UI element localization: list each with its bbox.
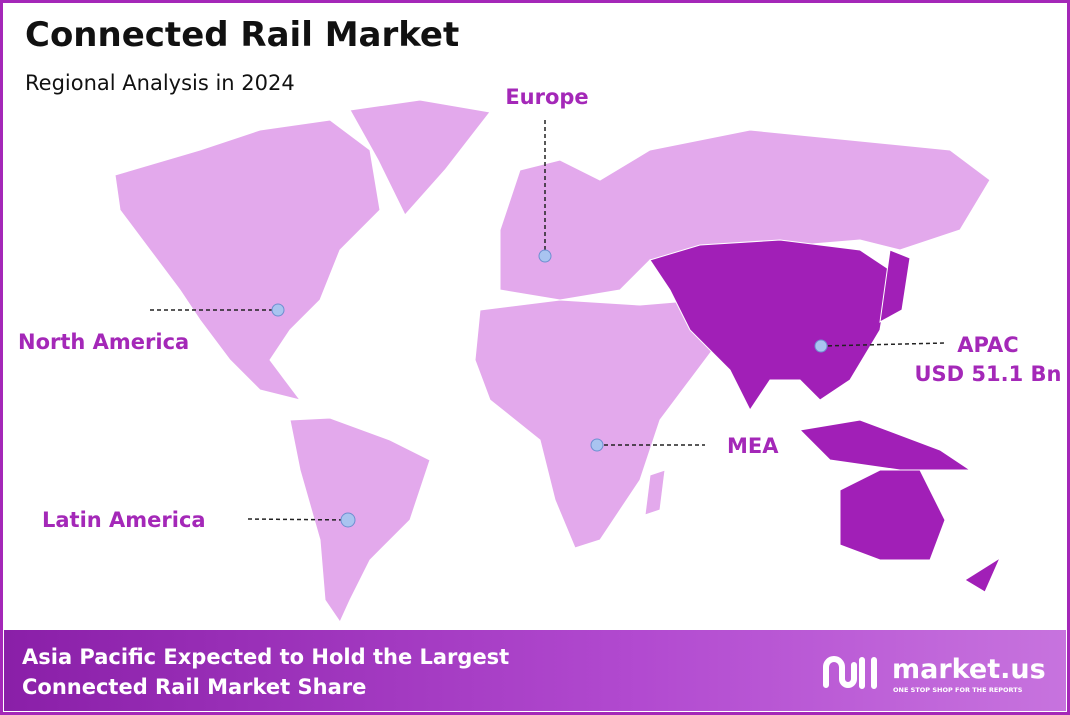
marker [340, 512, 356, 528]
callouts: Europe North America APAC USD 51.1 Bn ME… [18, 85, 1062, 532]
region-label: North America [18, 330, 189, 354]
marker [538, 249, 552, 263]
footer-line: Connected Rail Market Share [22, 675, 366, 699]
leader-line [247, 518, 349, 521]
region-label: MEA [727, 434, 779, 458]
logo-name: market.us [892, 654, 1046, 685]
footer-band [4, 630, 1066, 711]
logo: market.us ONE STOP SHOP FOR THE REPORTS [823, 654, 1046, 694]
region-label: Latin America [42, 508, 206, 532]
region-label: APAC [957, 333, 1018, 357]
world-map [114, 99, 1002, 624]
region-label: Europe [505, 85, 588, 109]
title: Connected Rail Market [25, 15, 459, 55]
logo-tagline: ONE STOP SHOP FOR THE REPORTS [893, 686, 1023, 694]
marker [271, 303, 285, 317]
subtitle: Regional Analysis in 2024 [25, 71, 295, 95]
marker [590, 438, 604, 452]
region-value: USD 51.1 Bn [915, 362, 1062, 386]
footer-line: Asia Pacific Expected to Hold the Larges… [22, 645, 509, 669]
marker [814, 339, 828, 353]
